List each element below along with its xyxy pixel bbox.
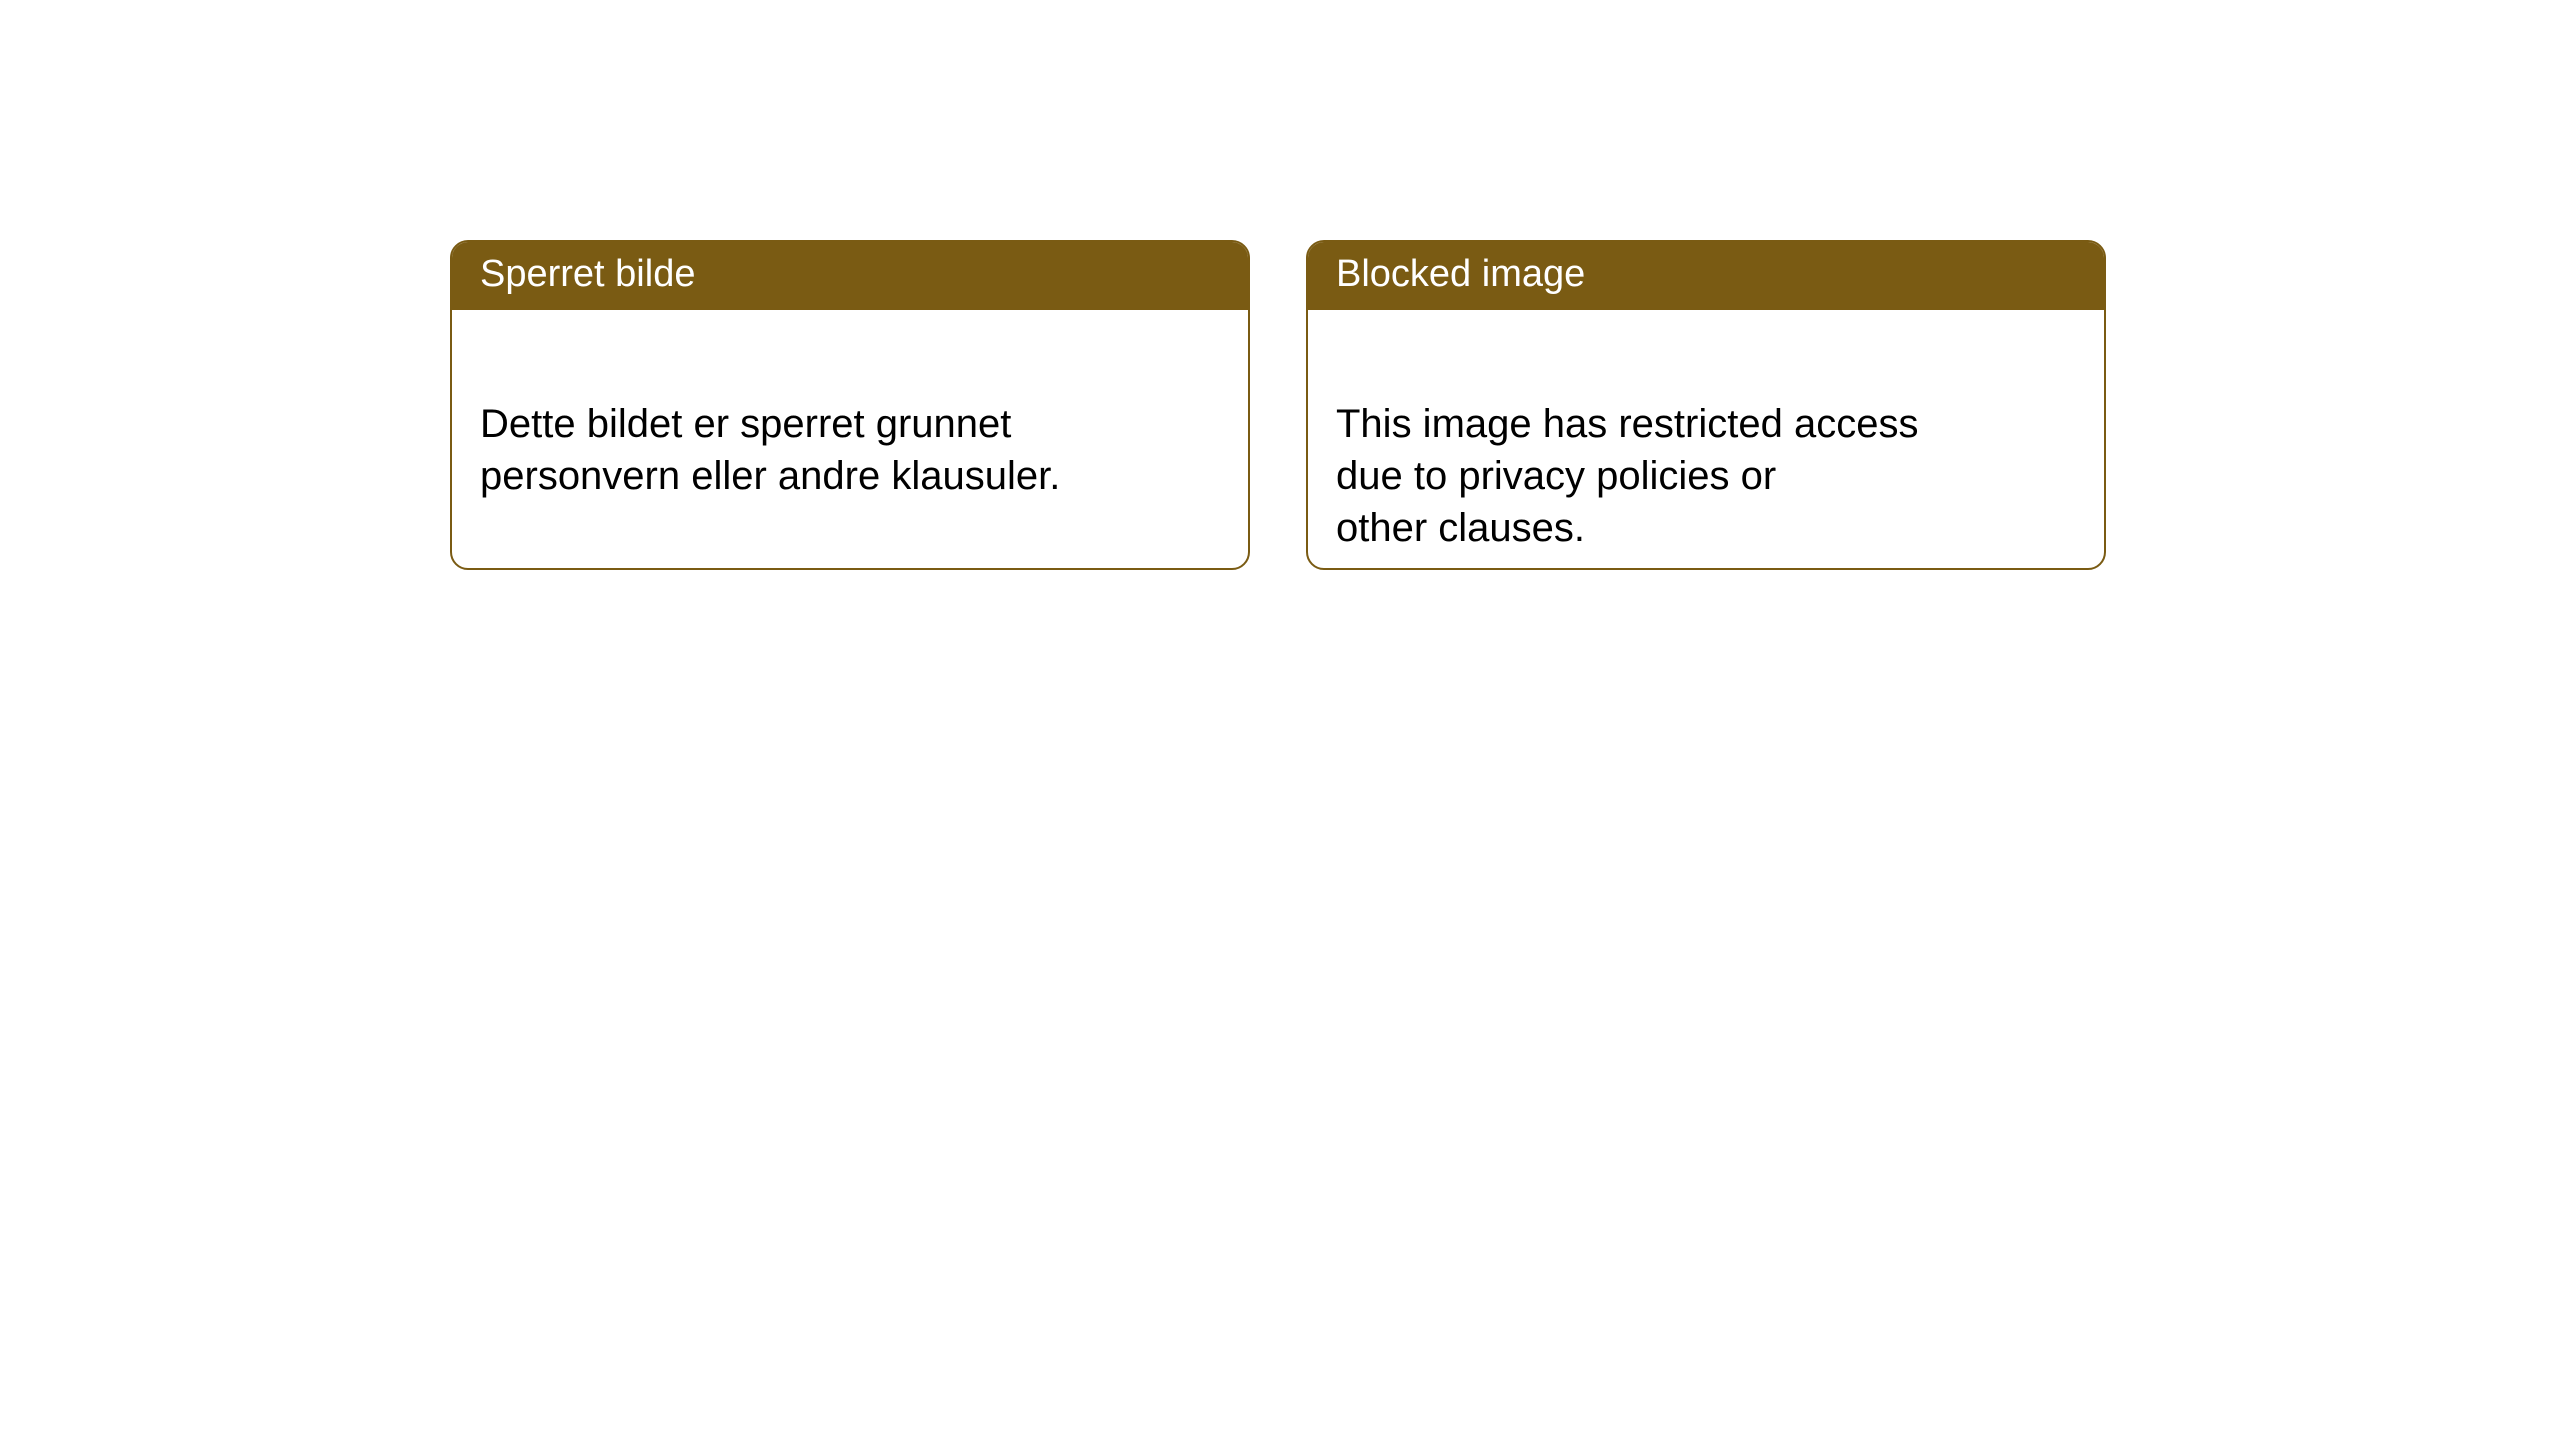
notice-card-body-no: Dette bildet er sperret grunnet personve… xyxy=(452,310,1248,530)
notice-card-body-text-no: Dette bildet er sperret grunnet personve… xyxy=(480,402,1060,498)
notice-card-no: Sperret bilde Dette bildet er sperret gr… xyxy=(450,240,1250,570)
notice-cards-row: Sperret bilde Dette bildet er sperret gr… xyxy=(450,240,2106,570)
notice-card-header-no: Sperret bilde xyxy=(452,242,1248,310)
notice-card-en: Blocked image This image has restricted … xyxy=(1306,240,2106,570)
notice-card-body-en: This image has restricted access due to … xyxy=(1308,310,2104,570)
notice-card-title-no: Sperret bilde xyxy=(480,253,695,295)
notice-card-body-text-en: This image has restricted access due to … xyxy=(1336,402,1918,550)
page: Sperret bilde Dette bildet er sperret gr… xyxy=(0,0,2560,1440)
notice-card-header-en: Blocked image xyxy=(1308,242,2104,310)
notice-card-title-en: Blocked image xyxy=(1336,253,1585,295)
